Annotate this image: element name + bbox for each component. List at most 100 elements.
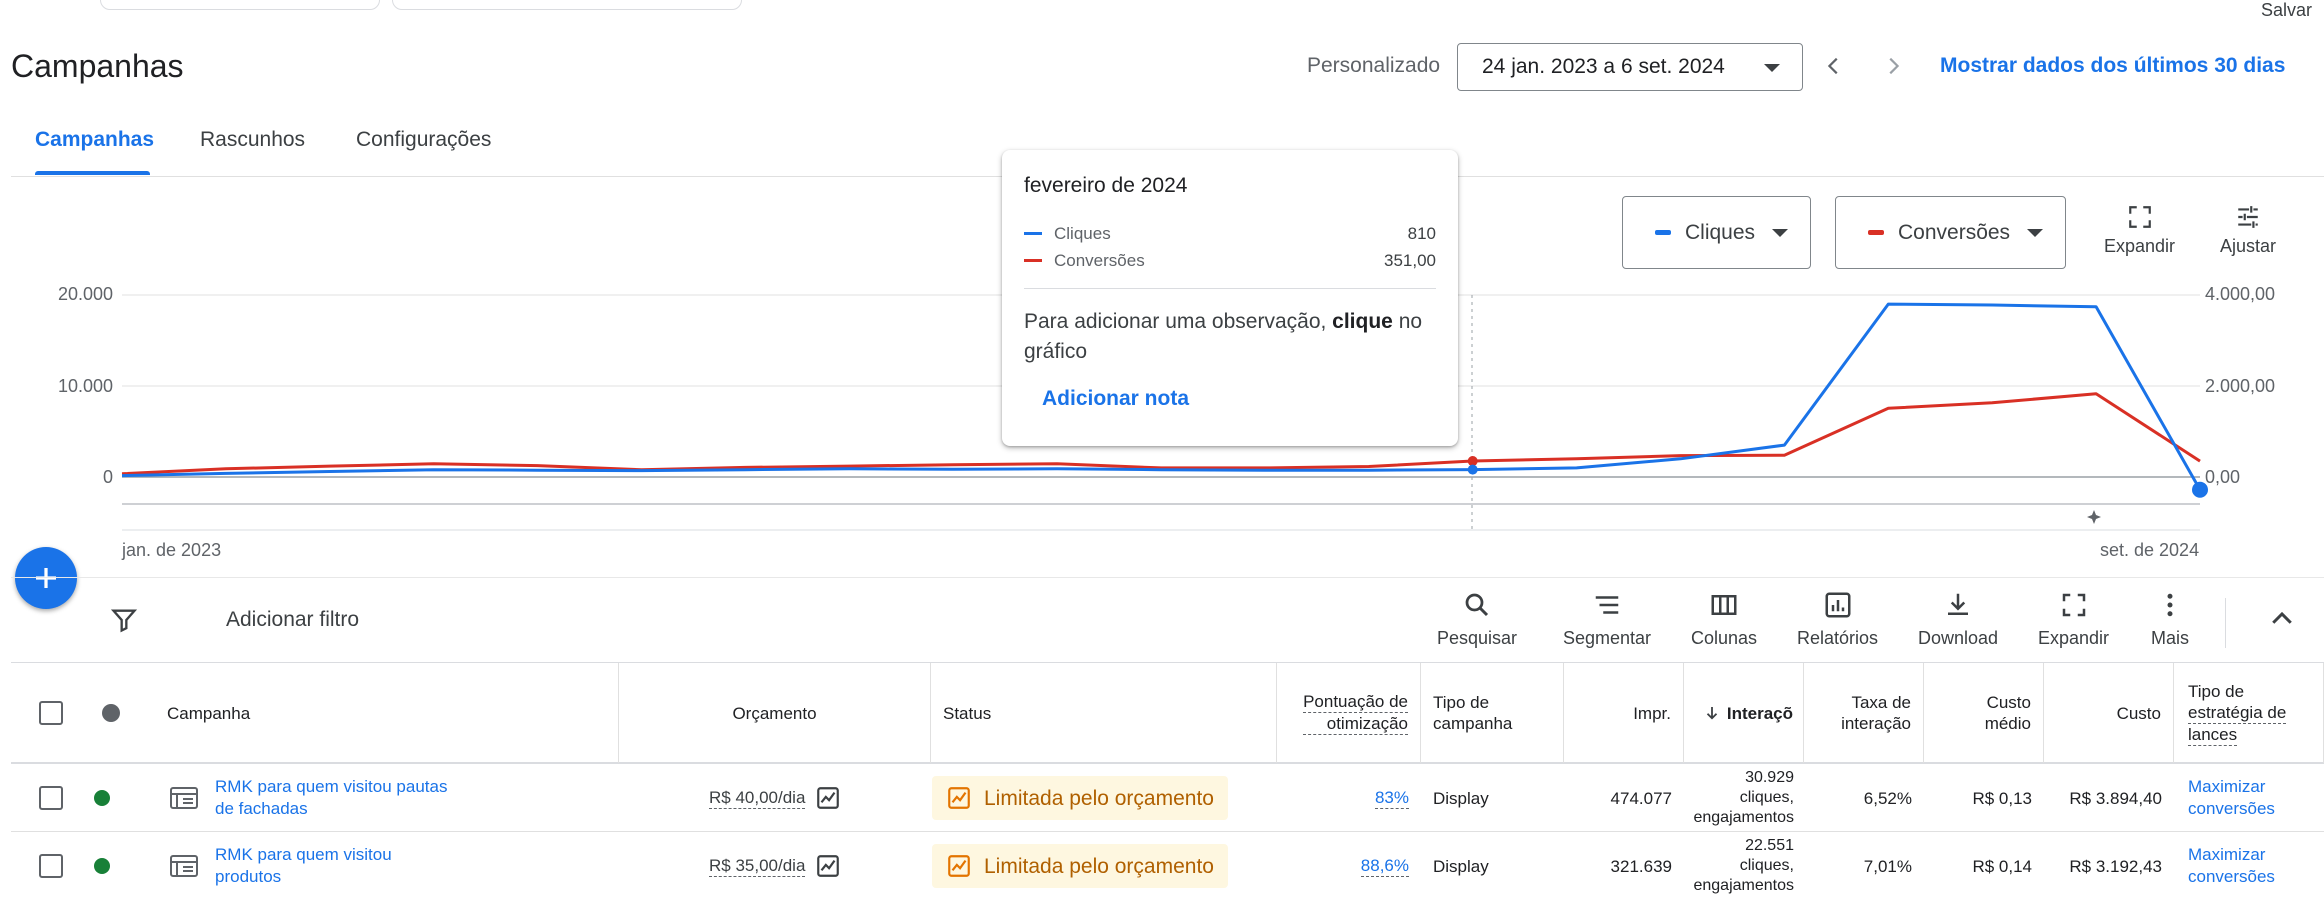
row-checkbox[interactable] [39, 786, 63, 810]
last-30-days-link[interactable]: Mostrar dados dos últimos 30 dias [1940, 54, 2286, 77]
segment-label: Segmentar [1563, 628, 1652, 648]
select-all-checkbox[interactable] [39, 701, 63, 725]
reports-button[interactable]: Relatórios [1797, 590, 1878, 649]
optimization-score-link[interactable]: 83% [1374, 788, 1409, 809]
trend-warning-icon [948, 855, 970, 877]
header-line: lances [2188, 724, 2238, 746]
campaign-name-link[interactable]: RMK para quem visitou produtos [215, 845, 392, 886]
col-interaction-rate[interactable]: Taxa de interação [1804, 663, 1924, 763]
interaction-rate-cell: 6,52% [1863, 788, 1912, 808]
segment-button[interactable]: Segmentar [1563, 590, 1651, 649]
row-checkbox[interactable] [39, 854, 63, 878]
hover-point [1467, 464, 1478, 475]
tab-campaigns[interactable]: Campanhas [35, 128, 155, 151]
blue-dot-icon [1655, 230, 1671, 235]
row-status-cell [94, 764, 110, 832]
status-text: Limitada pelo orçamento [984, 786, 1214, 810]
trend-warning-icon [948, 787, 970, 809]
budget-value[interactable]: R$ 35,00/dia [709, 856, 806, 877]
series-line-conversions[interactable] [121, 392, 2201, 476]
enabled-status-icon[interactable] [94, 790, 110, 806]
bid-strategy-link[interactable]: Maximizar conversões [2188, 777, 2275, 818]
limited-by-budget-badge[interactable]: Limitada pelo orçamento [932, 844, 1228, 888]
budget-value[interactable]: R$ 40,00/dia [709, 788, 806, 809]
col-interactions[interactable]: Interaçõ [1684, 663, 1804, 763]
more-vert-icon [2167, 593, 2173, 617]
optimization-score-link[interactable]: 88,6% [1360, 856, 1409, 877]
date-range-value: 24 jan. 2023 a 6 set. 2024 [1482, 55, 1725, 78]
bid-strategy-link[interactable]: Maximizar conversões [2188, 845, 2275, 886]
limited-by-budget-badge[interactable]: Limitada pelo orçamento [932, 776, 1228, 820]
save-link[interactable]: Salvar [2260, 0, 2312, 20]
select-all-cell [11, 663, 153, 763]
tab-settings[interactable]: Configurações [356, 128, 492, 151]
download-button[interactable]: Download [1918, 590, 1998, 649]
col-status[interactable]: Status [931, 663, 1277, 763]
col-avg-cost[interactable]: Custo médio [1924, 663, 2044, 763]
y-tick-left: 20.000 [58, 284, 114, 304]
blue-line-icon [1024, 232, 1042, 235]
col-campaign-type[interactable]: Tipo de campanha [1421, 663, 1564, 763]
chart-adjust-button[interactable]: Ajustar [2220, 204, 2276, 257]
add-filter-button[interactable]: Adicionar filtro [226, 608, 360, 631]
tooltip-row-clicks: Cliques 810 [1024, 220, 1436, 247]
collapse-button[interactable] [2267, 604, 2297, 639]
campaign-type-cell: Display [1433, 856, 1489, 876]
budget-cell: R$ 35,00/dia [709, 832, 841, 899]
chart-expand-button[interactable]: Expandir [2104, 204, 2175, 257]
row-status-cell [94, 832, 110, 899]
metric-label: Conversões [1898, 220, 2011, 244]
search-button[interactable]: Pesquisar [1437, 590, 1517, 649]
series-line-clicks[interactable] [121, 302, 2202, 491]
expand-label: Expandir [2104, 236, 2176, 256]
tooltip-note: Para adicionar uma observação, clique no… [1024, 310, 1423, 363]
optimization-score-cell: 83% [1277, 764, 1409, 832]
next-period-button[interactable] [1875, 48, 1911, 84]
header-line: Tipo de [1433, 693, 1490, 712]
col-cost[interactable]: Custo [2044, 663, 2174, 763]
metric-select-conversions[interactable]: Conversões [1835, 196, 2066, 269]
date-range-label: Personalizado [1307, 54, 1441, 77]
header-line: estratégia de [2188, 702, 2287, 724]
columns-button[interactable]: Colunas [1691, 590, 1757, 649]
fullscreen-icon [2062, 593, 2085, 617]
interaction-rate-cell: 7,01% [1863, 856, 1912, 876]
table-row[interactable]: RMK para quem visitou produtos R$ 35,00/d… [11, 832, 2324, 899]
adjust-label: Ajustar [2220, 236, 2277, 256]
fullscreen-icon [2128, 206, 2151, 228]
impressions-cell: 474.077 [1610, 788, 1672, 808]
row-checkbox-cell [39, 832, 63, 899]
tab-drafts[interactable]: Rascunhos [200, 128, 306, 151]
trend-chart-icon[interactable] [815, 785, 841, 811]
date-range-select[interactable]: 24 jan. 2023 a 6 set. 2024 [1457, 43, 1803, 91]
caret-down-icon [1764, 64, 1780, 72]
filter-button[interactable] [110, 606, 138, 639]
col-bid-strategy[interactable]: Tipo de estratégia de lances [2174, 663, 2324, 763]
display-campaign-icon [169, 832, 199, 899]
col-budget[interactable]: Orçamento [619, 663, 931, 763]
table-expand-button[interactable]: Expandir [2038, 590, 2109, 649]
create-button[interactable] [15, 547, 77, 609]
status-text: Limitada pelo orçamento [984, 854, 1214, 878]
chevron-left-icon [1827, 57, 1838, 75]
y-tick-left: 10.000 [58, 376, 114, 396]
previous-period-button[interactable] [1816, 48, 1852, 84]
enabled-status-icon[interactable] [94, 858, 110, 874]
table-row[interactable]: RMK para quem visitou pautas de fachadas … [11, 764, 2324, 832]
chevron-up-icon [2272, 611, 2292, 624]
col-impressions[interactable]: Impr. [1564, 663, 1684, 763]
download-label: Download [1918, 628, 1999, 648]
tooltip-label: Conversões [1054, 250, 1145, 270]
metric-select-clicks[interactable]: Cliques [1622, 196, 1811, 269]
trend-chart-icon[interactable] [815, 853, 841, 879]
table-header: Campanha Orçamento Status Pontuação de ot… [11, 662, 2324, 764]
more-button[interactable]: Mais [2151, 590, 2189, 649]
header-line: interação [1841, 714, 1911, 733]
col-campaign[interactable]: Campanha [153, 663, 619, 763]
header-line: Interaçõ [1726, 703, 1793, 723]
tooltip-label: Cliques [1054, 223, 1111, 243]
col-optimization-score[interactable]: Pontuação de otimização [1277, 663, 1421, 763]
campaign-name-link[interactable]: RMK para quem visitou pautas de fachadas [215, 777, 448, 818]
add-note-button[interactable]: Adicionar nota [1042, 387, 1190, 410]
status-cell: Limitada pelo orçamento [932, 832, 1228, 899]
